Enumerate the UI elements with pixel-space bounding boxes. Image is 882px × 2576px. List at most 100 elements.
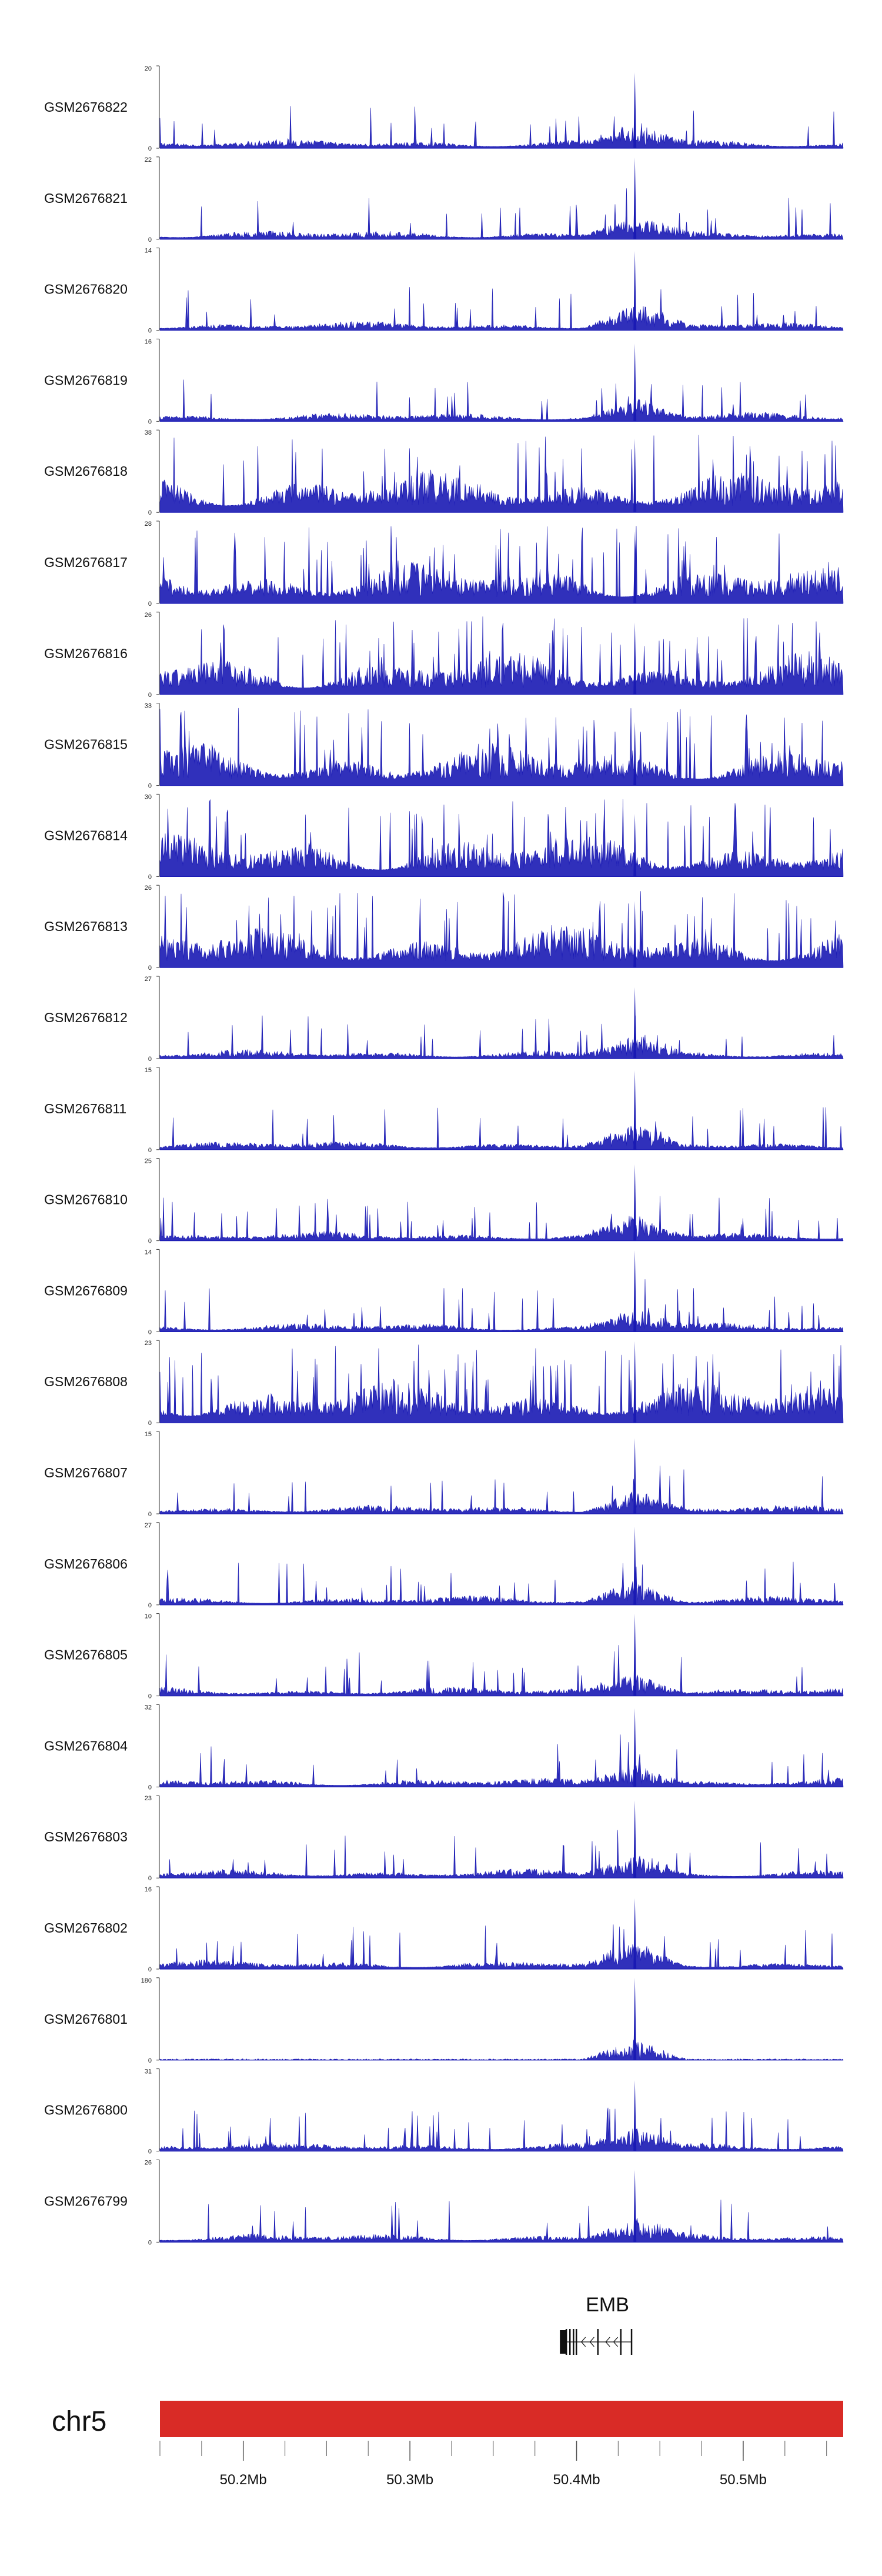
coverage-signal [159,2040,844,2061]
y-max-label: 28 [145,520,152,528]
track-GSM2676805: GSM2676805 10 0 [44,1613,844,1700]
y-min-label: 0 [148,873,152,880]
peak-signal [633,438,637,513]
peak-signal [633,72,637,148]
peak-signal [633,1898,637,1969]
track-label: GSM2676803 [44,1829,128,1844]
track-label: GSM2676811 [44,1101,126,1116]
track-GSM2676814: GSM2676814 30 0 [44,793,844,880]
track-label: GSM2676820 [44,282,128,297]
track-label: GSM2676804 [44,1738,128,1753]
track-label: GSM2676817 [44,555,128,570]
peak-signal [633,1250,637,1332]
signal-tracks: GSM2676822200GSM2676821220GSM2676820140G… [44,65,844,2246]
track-GSM2676818: GSM2676818 38 0 [44,429,844,516]
y-min-label: 0 [148,2239,152,2246]
y-min-label: 0 [148,2148,152,2155]
coverage-signal [159,1561,844,1606]
track-GSM2676821: GSM2676821 22 0 [44,156,844,243]
track-label: GSM2676819 [44,372,128,388]
coverage-signal [159,1107,844,1150]
y-min-label: 0 [148,418,152,425]
coverage-signal [159,1015,844,1059]
track-GSM2676811: GSM2676811 15 0 [44,1067,844,1154]
coverage-signal [159,1924,844,1970]
coverage-signal [159,799,844,877]
y-max-label: 10 [145,1613,152,1620]
peak-signal [633,1164,637,1241]
peak-signal [633,1341,637,1423]
track-label: GSM2676815 [44,737,128,752]
y-max-label: 15 [145,1431,152,1438]
peak-signal [633,1800,637,1878]
y-min-label: 0 [148,1511,152,1518]
gene-exon-utr [560,2330,567,2354]
y-min-label: 0 [148,1238,152,1245]
track-GSM2676817: GSM2676817 28 0 [44,520,844,608]
genomic-axis: 50.2Mb 50.3Mb 50.4Mb 50.5Mb [159,2441,827,2488]
peak-signal [633,722,637,786]
y-max-label: 26 [145,885,152,892]
y-min-label: 0 [148,1693,152,1700]
peak-signal [633,251,637,331]
y-max-label: 22 [145,156,152,163]
track-GSM2676803: GSM2676803 23 0 [44,1795,844,1882]
gene-exon [630,2329,633,2355]
track-GSM2676801: GSM2676801 180 0 [44,1977,844,2064]
track-label: GSM2676799 [44,2193,128,2208]
strand-arrow [580,2337,586,2347]
gene-exon [576,2329,577,2355]
y-min-label: 0 [148,328,152,335]
y-max-label: 16 [145,1886,152,1893]
coverage-signal [159,526,844,604]
y-min-label: 0 [148,1420,152,1427]
y-max-label: 30 [145,793,152,800]
coverage-signal [159,2200,844,2243]
y-max-label: 31 [145,2068,152,2076]
y-max-label: 26 [145,2159,152,2166]
y-min-label: 0 [148,509,152,516]
track-GSM2676816: GSM2676816 26 0 [44,612,844,699]
coverage-signal [159,1344,844,1423]
track-GSM2676802: GSM2676802 16 0 [44,1886,844,1973]
track-GSM2676799: GSM2676799 26 0 [44,2159,844,2246]
y-max-label: 32 [145,1704,152,1711]
coverage-signal [159,1279,844,1332]
strand-arrow [589,2337,594,2347]
y-max-label: 20 [145,65,152,72]
y-max-label: 26 [145,612,152,619]
track-label: GSM2676813 [44,919,128,934]
coverage-signal [159,2107,844,2151]
track-label: GSM2676816 [44,646,128,661]
peak-signal [633,1070,637,1150]
track-label: GSM2676806 [44,1556,128,1571]
peak-signal [633,1708,637,1787]
gene-track: EMB [560,2294,633,2355]
chromosome-ideogram-bar [160,2401,843,2437]
track-GSM2676800: GSM2676800 31 0 [44,2068,844,2155]
peak-signal [633,901,637,968]
gene-exon [597,2329,599,2355]
y-min-label: 0 [148,1056,152,1063]
gene-exon [565,2329,567,2355]
peak-signal [633,2080,637,2151]
track-label: GSM2676802 [44,1920,128,1936]
peak-signal [633,157,637,239]
track-GSM2676806: GSM2676806 27 0 [44,1522,844,1609]
coverage-signal [159,1645,844,1696]
peak-signal [633,531,637,603]
track-GSM2676819: GSM2676819 16 0 [44,338,844,425]
y-max-label: 25 [145,1158,152,1165]
track-label: GSM2676818 [44,463,128,479]
coverage-signal [159,188,844,240]
coverage-signal [159,1196,844,1241]
track-GSM2676820: GSM2676820 14 0 [44,248,844,335]
coverage-signal [159,616,844,695]
axis-tick-label: 50.2Mb [220,2472,267,2488]
track-label: GSM2676800 [44,2103,128,2118]
y-min-label: 0 [148,1875,152,1882]
y-min-label: 0 [148,145,152,152]
coverage-signal [159,708,844,786]
peak-signal [633,343,637,422]
